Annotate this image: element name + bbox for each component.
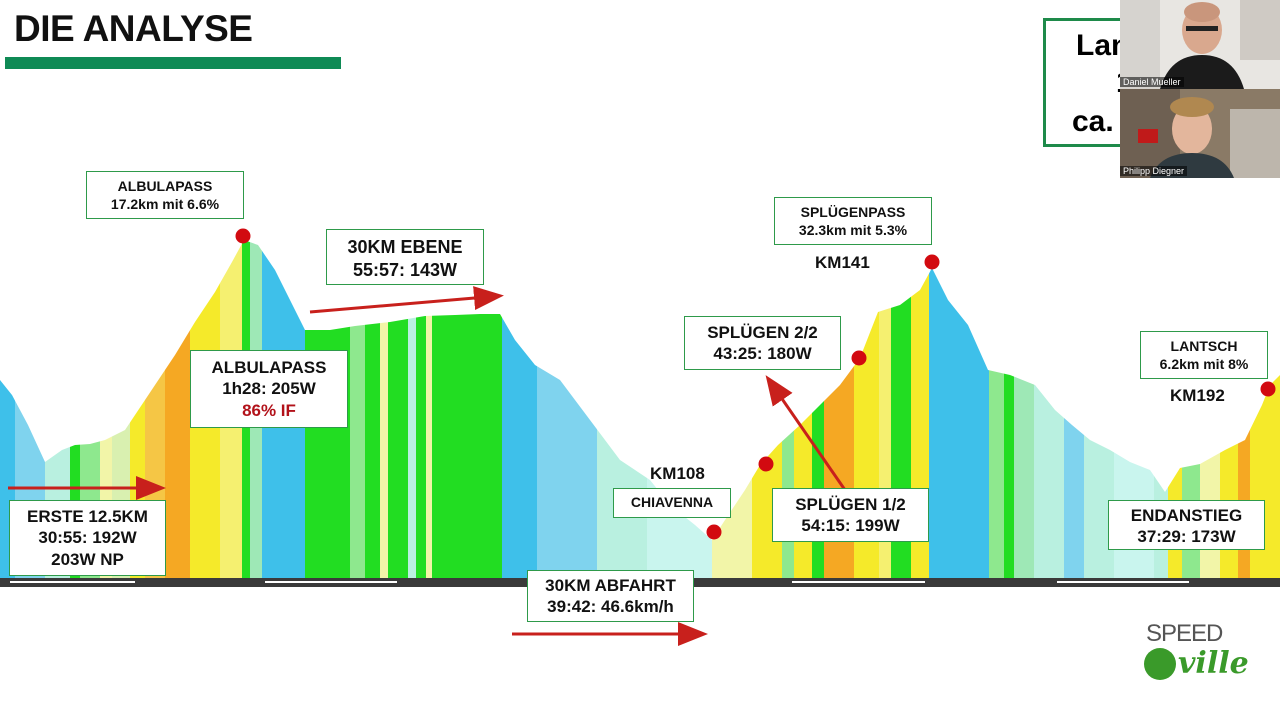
label-endanstieg: ENDANSTIEG 37:29: 173W xyxy=(1108,500,1265,550)
label-abfahrt: 30KM ABFAHRT 39:42: 46.6km/h xyxy=(527,570,694,622)
marker-albulapass xyxy=(235,228,251,244)
speedville-logo: SPEED ville xyxy=(1142,620,1252,690)
marker-spluegenpass xyxy=(924,254,940,270)
label-spluegenpass: SPLÜGENPASS 32.3km mit 5.3% xyxy=(774,197,932,245)
participant-name: Daniel Mueller xyxy=(1120,77,1184,87)
label-lantsch: LANTSCH 6.2km mit 8% xyxy=(1140,331,1268,379)
label-km108: KM108 xyxy=(650,464,705,483)
label-erste: ERSTE 12.5KM 30:55: 192W 203W NP xyxy=(9,500,166,576)
participant-avatar-icon xyxy=(1120,0,1280,89)
participant-name: Philipp Diegner xyxy=(1120,166,1188,176)
title-underline xyxy=(5,57,341,69)
arrow-spluegen xyxy=(765,375,847,491)
video-tile-philipp[interactable]: Philipp Diegner xyxy=(1120,89,1280,178)
video-tile-daniel[interactable]: Daniel Mueller xyxy=(1120,0,1280,89)
bike-icon xyxy=(1144,648,1176,680)
marker-lantsch xyxy=(1260,381,1276,397)
side-card-line3: ca. xyxy=(1072,105,1114,138)
logo-speed: SPEED xyxy=(1146,620,1223,647)
marker-chiavenna xyxy=(706,524,722,540)
label-chiavenna: CHIAVENNA xyxy=(613,488,731,518)
label-spluegen-2: SPLÜGEN 2/2 43:25: 180W xyxy=(684,316,841,370)
label-albulapass-peak: ALBULAPASS 17.2km mit 6.6% xyxy=(86,171,244,219)
label-albulapass-climb: ALBULAPASS 1h28: 205W 86% IF xyxy=(190,350,348,428)
label-km141: KM141 xyxy=(815,253,870,272)
participant-avatar-icon xyxy=(1120,89,1280,178)
marker-spluegen-mid xyxy=(851,350,867,366)
label-ebene: 30KM EBENE 55:57: 143W xyxy=(326,229,484,285)
slide-title: DIE ANALYSE xyxy=(14,8,253,49)
label-spluegen-1: SPLÜGEN 1/2 54:15: 199W xyxy=(772,488,929,542)
label-km192: KM192 xyxy=(1170,386,1225,405)
marker-spluegen-start xyxy=(758,456,774,472)
arrow-ebene xyxy=(309,286,504,314)
logo-ville: ville xyxy=(1178,646,1249,681)
